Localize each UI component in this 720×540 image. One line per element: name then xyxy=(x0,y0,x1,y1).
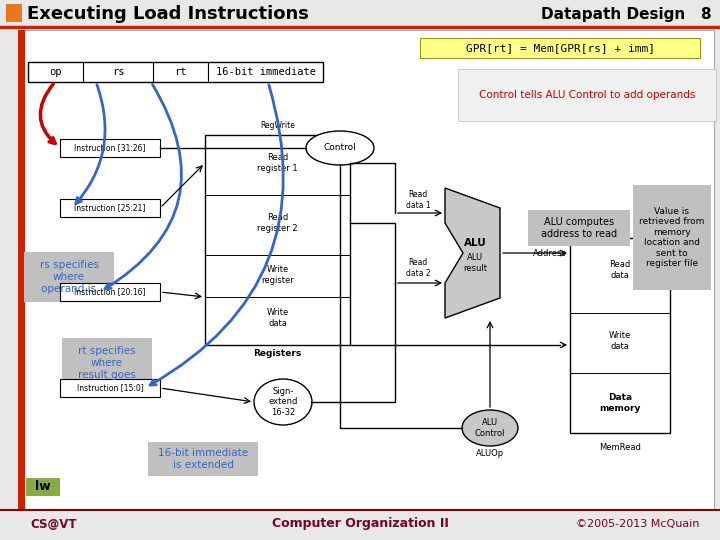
Text: RegWrite: RegWrite xyxy=(260,120,295,130)
Text: ALU computes
address to read: ALU computes address to read xyxy=(541,217,617,239)
Text: Instruction [20:16]: Instruction [20:16] xyxy=(74,287,145,296)
Text: CS@VT: CS@VT xyxy=(30,517,76,530)
Text: ALUOp: ALUOp xyxy=(476,449,504,458)
Bar xyxy=(60,379,160,397)
Text: Datapath Design   8: Datapath Design 8 xyxy=(541,6,712,22)
Text: Write
register: Write register xyxy=(261,265,294,285)
Text: lw: lw xyxy=(35,481,51,494)
Text: Control: Control xyxy=(323,144,356,152)
Text: op: op xyxy=(49,67,62,77)
Bar xyxy=(6,4,22,22)
Text: Executing Load Instructions: Executing Load Instructions xyxy=(27,5,309,23)
Text: Value is
retrieved from
memory
location and
sent to
register file: Value is retrieved from memory location … xyxy=(639,207,705,268)
Text: Address: Address xyxy=(534,248,567,258)
Text: Data
memory: Data memory xyxy=(599,393,641,413)
Text: MemRead: MemRead xyxy=(599,442,641,451)
Text: Instruction [15:0]: Instruction [15:0] xyxy=(76,383,143,393)
Text: Write
data: Write data xyxy=(266,308,289,328)
Text: Instruction [31:26]: Instruction [31:26] xyxy=(74,144,145,152)
Bar xyxy=(420,38,700,58)
Text: rs: rs xyxy=(112,67,125,77)
Bar xyxy=(24,252,114,302)
Text: ©2005-2013 McQuain: ©2005-2013 McQuain xyxy=(577,519,700,529)
Ellipse shape xyxy=(306,131,374,165)
Bar xyxy=(570,238,670,433)
Text: ALU
Control: ALU Control xyxy=(474,418,505,438)
Bar xyxy=(18,30,25,510)
Bar xyxy=(62,338,152,388)
Bar xyxy=(18,30,714,510)
Text: 16-bit immediate: 16-bit immediate xyxy=(215,67,315,77)
Text: ALU: ALU xyxy=(464,238,487,248)
Ellipse shape xyxy=(462,410,518,446)
Bar xyxy=(28,62,323,82)
Text: Read
data 1: Read data 1 xyxy=(405,190,431,210)
Text: Read
data: Read data xyxy=(609,260,631,280)
Text: ALU
result: ALU result xyxy=(463,253,487,273)
Text: Read
register 2: Read register 2 xyxy=(257,213,298,233)
Polygon shape xyxy=(445,188,500,318)
Bar xyxy=(60,199,160,217)
Text: Read
data 2: Read data 2 xyxy=(405,258,431,278)
Bar xyxy=(26,478,60,496)
Bar xyxy=(528,210,630,246)
Text: Write
data: Write data xyxy=(609,332,631,350)
Text: Computer Organization II: Computer Organization II xyxy=(271,517,449,530)
Bar xyxy=(60,283,160,301)
Text: Registers: Registers xyxy=(253,348,302,357)
Text: rt: rt xyxy=(174,67,186,77)
Text: GPR[rt] = Mem[GPR[rs] + imm]: GPR[rt] = Mem[GPR[rs] + imm] xyxy=(466,43,654,53)
Text: rt specifies
where
result goes: rt specifies where result goes xyxy=(78,346,136,380)
Text: Read
register 1: Read register 1 xyxy=(257,153,298,173)
Bar xyxy=(205,135,350,345)
Text: 16-bit immediate
is extended: 16-bit immediate is extended xyxy=(158,448,248,470)
Text: Sign-
extend
16-32: Sign- extend 16-32 xyxy=(269,387,297,417)
Text: Instruction [25:21]: Instruction [25:21] xyxy=(74,204,145,213)
Bar xyxy=(148,442,258,476)
Text: rs specifies
where
operand is: rs specifies where operand is xyxy=(40,260,99,294)
Bar xyxy=(633,185,711,290)
Ellipse shape xyxy=(254,379,312,425)
Text: Control tells ALU Control to add operands: Control tells ALU Control to add operand… xyxy=(479,90,695,100)
Bar xyxy=(60,139,160,157)
